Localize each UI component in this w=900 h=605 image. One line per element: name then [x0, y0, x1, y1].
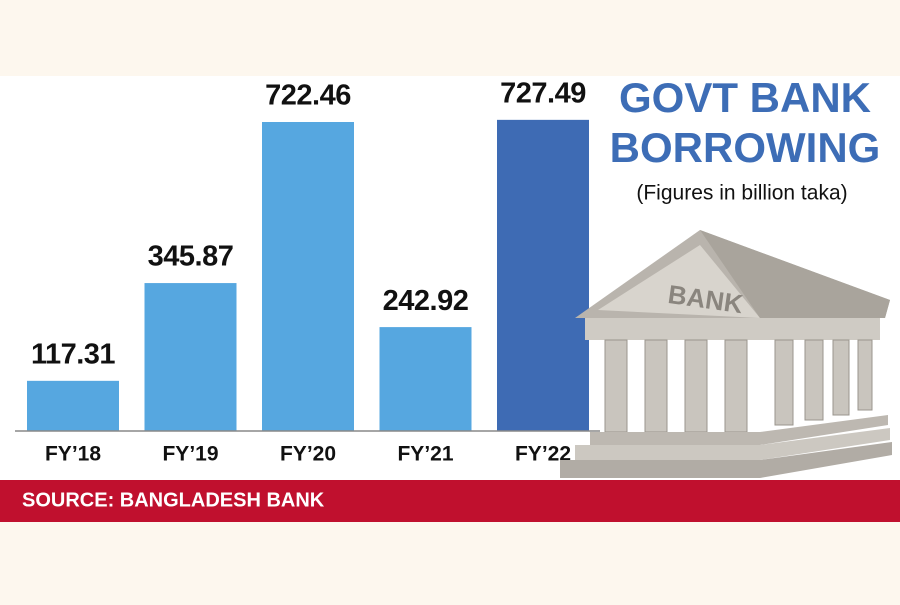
step	[590, 415, 888, 445]
source: SOURCE: BANGLADESH BANK	[22, 489, 325, 511]
plot: 117.31 FY’18 345.87 FY’19 722.46 FY’20 242.92 F…	[27, 78, 589, 466]
bar	[379, 327, 472, 431]
bank-illustration: BANK	[560, 230, 892, 478]
bar	[262, 122, 354, 432]
bar	[144, 283, 237, 431]
entablature	[585, 318, 880, 340]
step	[575, 428, 890, 460]
value-label: 722.46	[265, 80, 351, 112]
value-label: 117.31	[31, 338, 115, 370]
subtitle: (Figures in billion taka)	[636, 182, 847, 205]
bar	[497, 119, 589, 431]
columns	[604, 339, 873, 433]
value-label: 242.92	[383, 285, 469, 317]
pediment	[598, 245, 760, 318]
roof-side	[700, 230, 890, 318]
x-tick-label: FY’22	[515, 443, 571, 466]
title-line: GOVT BANK	[619, 74, 871, 121]
bar	[27, 380, 119, 431]
x-tick-label: FY’19	[162, 443, 218, 466]
x-tick-label: FY’18	[45, 443, 101, 466]
x-tick-label: FY’20	[280, 443, 336, 466]
source-band	[0, 480, 900, 522]
x-tick-label: FY’21	[397, 443, 453, 466]
step	[560, 442, 892, 478]
value-label: 345.87	[148, 241, 234, 273]
title-line: BORROWING	[610, 124, 881, 171]
value-label: 727.49	[500, 78, 586, 110]
